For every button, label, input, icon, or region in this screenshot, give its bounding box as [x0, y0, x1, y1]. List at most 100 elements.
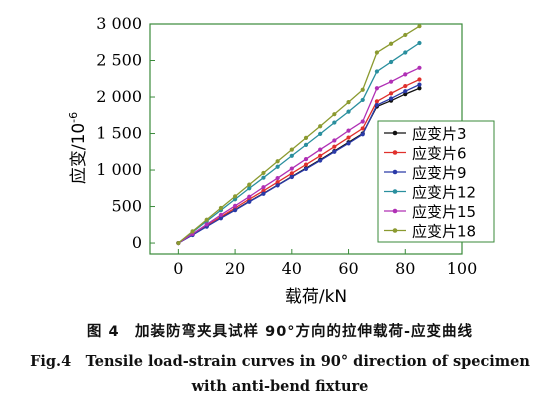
data-point	[417, 86, 422, 91]
data-point	[289, 153, 294, 158]
data-point	[289, 147, 294, 152]
data-point	[332, 144, 337, 149]
data-point	[417, 77, 422, 82]
legend-swatch-marker	[392, 130, 398, 136]
data-point	[318, 153, 323, 158]
data-point	[247, 194, 252, 199]
data-point	[204, 222, 209, 227]
series-line	[177, 25, 420, 244]
x-axis-label: 载荷/kN	[285, 287, 347, 307]
legend-box	[377, 120, 495, 243]
data-point	[417, 24, 422, 29]
legend-label: 应变片9	[412, 164, 467, 182]
series-line	[178, 67, 420, 244]
data-point	[360, 97, 365, 103]
data-point	[218, 216, 224, 221]
y-tick-label: 0	[132, 233, 142, 252]
data-point	[303, 135, 309, 141]
data-point	[275, 179, 280, 185]
x-tick-label: 0	[173, 259, 183, 278]
x-tick-label: 40	[282, 259, 302, 278]
data-point	[346, 141, 351, 146]
series-3	[176, 82, 422, 246]
data-point	[332, 149, 337, 154]
y-tick-label: 2 500	[96, 51, 142, 70]
data-point	[332, 112, 337, 117]
series-6	[176, 24, 422, 246]
data-point	[247, 186, 252, 191]
data-point	[261, 175, 266, 180]
data-point	[360, 132, 365, 137]
x-tick-label: 80	[395, 259, 415, 278]
x-tick-label: 20	[225, 259, 245, 278]
data-point	[403, 89, 408, 94]
data-point	[374, 50, 380, 55]
figure-caption-english-line2: with anti-bend fixture	[191, 378, 369, 395]
y-axis-label: 应变/10-6	[67, 112, 89, 184]
data-point	[318, 124, 323, 129]
data-point	[374, 69, 380, 74]
series-5	[176, 65, 422, 246]
data-point	[360, 126, 365, 131]
series-4	[176, 40, 422, 246]
legend-label: 应变片18	[412, 223, 476, 241]
y-tick-label: 2 000	[96, 87, 142, 106]
data-point	[232, 197, 238, 202]
data-point	[275, 175, 280, 181]
data-point	[261, 185, 266, 190]
data-point	[403, 50, 408, 55]
data-point	[417, 40, 422, 46]
data-point	[374, 99, 380, 104]
data-point	[388, 96, 394, 101]
series-layer	[176, 24, 422, 246]
data-point	[403, 91, 408, 97]
data-point	[318, 158, 323, 163]
data-point	[247, 182, 252, 187]
legend-swatch-marker	[392, 228, 398, 233]
data-point	[232, 194, 238, 199]
series-line	[178, 78, 420, 244]
legend-label: 应变片12	[412, 184, 476, 202]
data-point	[303, 162, 309, 167]
data-point	[388, 91, 394, 96]
figure-caption-chinese: 图 4 加装防弯夹具试样 90°方向的拉伸载荷-应变曲线	[86, 324, 474, 340]
data-point	[360, 119, 365, 124]
data-point	[289, 166, 294, 171]
legend-swatch-marker	[392, 208, 398, 214]
data-point	[303, 142, 309, 147]
data-point	[388, 79, 394, 84]
legend-label: 应变片6	[412, 145, 467, 163]
y-tick-label: 1 500	[96, 124, 142, 143]
data-point	[275, 164, 280, 169]
data-point	[360, 87, 365, 92]
data-point	[247, 199, 252, 204]
data-point	[261, 170, 266, 176]
data-point	[417, 65, 422, 70]
legend-label: 应变片3	[412, 125, 467, 143]
series-line	[177, 42, 420, 244]
data-point	[388, 41, 394, 46]
data-point	[403, 72, 408, 77]
data-point	[176, 240, 181, 246]
legend-label: 应变片15	[412, 203, 476, 221]
data-point	[346, 135, 351, 140]
data-point	[261, 188, 266, 193]
data-point	[403, 83, 408, 89]
legend-swatch-marker	[392, 189, 398, 194]
y-tick-label: 500	[111, 197, 142, 216]
data-point	[318, 131, 323, 136]
data-point	[346, 109, 351, 114]
data-point	[204, 217, 209, 222]
data-point	[261, 191, 266, 196]
data-point	[218, 205, 224, 211]
data-point	[232, 203, 238, 208]
data-point	[275, 183, 280, 188]
figure-caption-english-line1: Fig.4 Tensile load-strain curves in 90° …	[30, 353, 530, 370]
data-point	[275, 159, 280, 164]
data-point	[218, 212, 224, 218]
data-point	[303, 166, 309, 172]
data-point	[332, 120, 337, 125]
x-tick-label: 60	[338, 259, 358, 278]
